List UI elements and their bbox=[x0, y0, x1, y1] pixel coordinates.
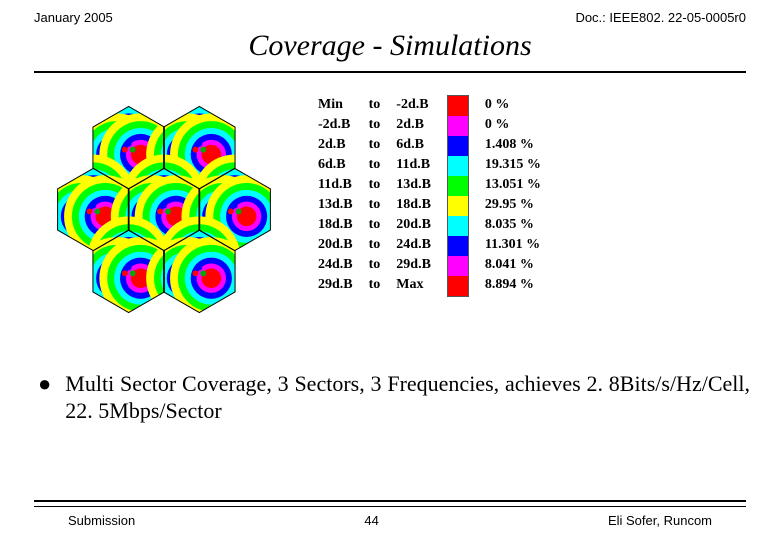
legend-swatch bbox=[448, 196, 468, 216]
legend-swatch bbox=[448, 116, 468, 136]
legend-cell: to bbox=[369, 175, 381, 195]
legend-cell: 2d.B bbox=[318, 135, 353, 155]
bullet-dot-icon: ● bbox=[38, 370, 51, 424]
legend-cell: to bbox=[369, 235, 381, 255]
legend-swatch bbox=[448, 96, 468, 116]
legend-swatch bbox=[448, 236, 468, 256]
legend-cell: 24d.B bbox=[318, 255, 353, 275]
legend-cell: 29.95 % bbox=[485, 195, 541, 215]
legend-cell: 24d.B bbox=[396, 235, 431, 255]
legend-cell: to bbox=[369, 95, 381, 115]
legend-cell: 8.894 % bbox=[485, 275, 541, 295]
footer-right: Eli Sofer, Runcom bbox=[608, 513, 712, 528]
bullet-text: Multi Sector Coverage, 3 Sectors, 3 Freq… bbox=[65, 370, 750, 424]
legend-cell: to bbox=[369, 115, 381, 135]
legend-cell: 13d.B bbox=[318, 195, 353, 215]
legend-cell: 8.035 % bbox=[485, 215, 541, 235]
footer-page: 44 bbox=[364, 513, 378, 528]
legend-swatch bbox=[448, 176, 468, 196]
bullet-item: ● Multi Sector Coverage, 3 Sectors, 3 Fr… bbox=[34, 370, 750, 424]
legend-cell: 2d.B bbox=[396, 115, 431, 135]
legend-cell: 18d.B bbox=[396, 195, 431, 215]
legend-cell: 19.315 % bbox=[485, 155, 541, 175]
legend-cell: to bbox=[369, 215, 381, 235]
legend-swatch bbox=[448, 216, 468, 236]
header-date: January 2005 bbox=[34, 10, 113, 25]
legend-cell: 11.301 % bbox=[485, 235, 541, 255]
legend-swatch bbox=[448, 276, 468, 296]
legend-cell: 18d.B bbox=[318, 215, 353, 235]
legend-cell: to bbox=[369, 195, 381, 215]
legend-pct-col: 0 %0 %1.408 %19.315 %13.051 %29.95 %8.03… bbox=[485, 95, 541, 295]
legend-cell: to bbox=[369, 255, 381, 275]
legend-cell: 6d.B bbox=[396, 135, 431, 155]
legend-cell: 20d.B bbox=[318, 235, 353, 255]
header-doc-id: Doc.: IEEE802. 22-05-0005r0 bbox=[575, 10, 746, 25]
legend-cell: 13.051 % bbox=[485, 175, 541, 195]
legend: Min-2d.B2d.B6d.B11d.B13d.B18d.B20d.B24d.… bbox=[318, 77, 541, 297]
legend-cell: 13d.B bbox=[396, 175, 431, 195]
legend-cell: 1.408 % bbox=[485, 135, 541, 155]
legend-swatch bbox=[448, 256, 468, 276]
legend-cell: -2d.B bbox=[396, 95, 431, 115]
legend-cell: Min bbox=[318, 95, 353, 115]
legend-from-col: Min-2d.B2d.B6d.B11d.B13d.B18d.B20d.B24d.… bbox=[318, 95, 353, 295]
footer-left: Submission bbox=[68, 513, 135, 528]
legend-cell: 29d.B bbox=[396, 255, 431, 275]
legend-mid-col: totototototototototo bbox=[369, 95, 381, 295]
slide-title: Coverage - Simulations bbox=[34, 29, 746, 63]
legend-cell: 0 % bbox=[485, 115, 541, 135]
legend-cell: -2d.B bbox=[318, 115, 353, 135]
legend-cell: 11d.B bbox=[318, 175, 353, 195]
legend-cell: 20d.B bbox=[396, 215, 431, 235]
legend-cell: 11d.B bbox=[396, 155, 431, 175]
legend-cell: Max bbox=[396, 275, 431, 295]
legend-cell: to bbox=[369, 135, 381, 155]
legend-cell: 8.041 % bbox=[485, 255, 541, 275]
legend-to-col: -2d.B2d.B6d.B11d.B13d.B18d.B20d.B24d.B29… bbox=[396, 95, 431, 295]
coverage-diagram bbox=[34, 77, 294, 342]
legend-swatch-col bbox=[447, 95, 469, 297]
legend-cell: to bbox=[369, 155, 381, 175]
legend-cell: to bbox=[369, 275, 381, 295]
legend-cell: 6d.B bbox=[318, 155, 353, 175]
legend-cell: 29d.B bbox=[318, 275, 353, 295]
legend-cell: 0 % bbox=[485, 95, 541, 115]
legend-swatch bbox=[448, 136, 468, 156]
legend-swatch bbox=[448, 156, 468, 176]
